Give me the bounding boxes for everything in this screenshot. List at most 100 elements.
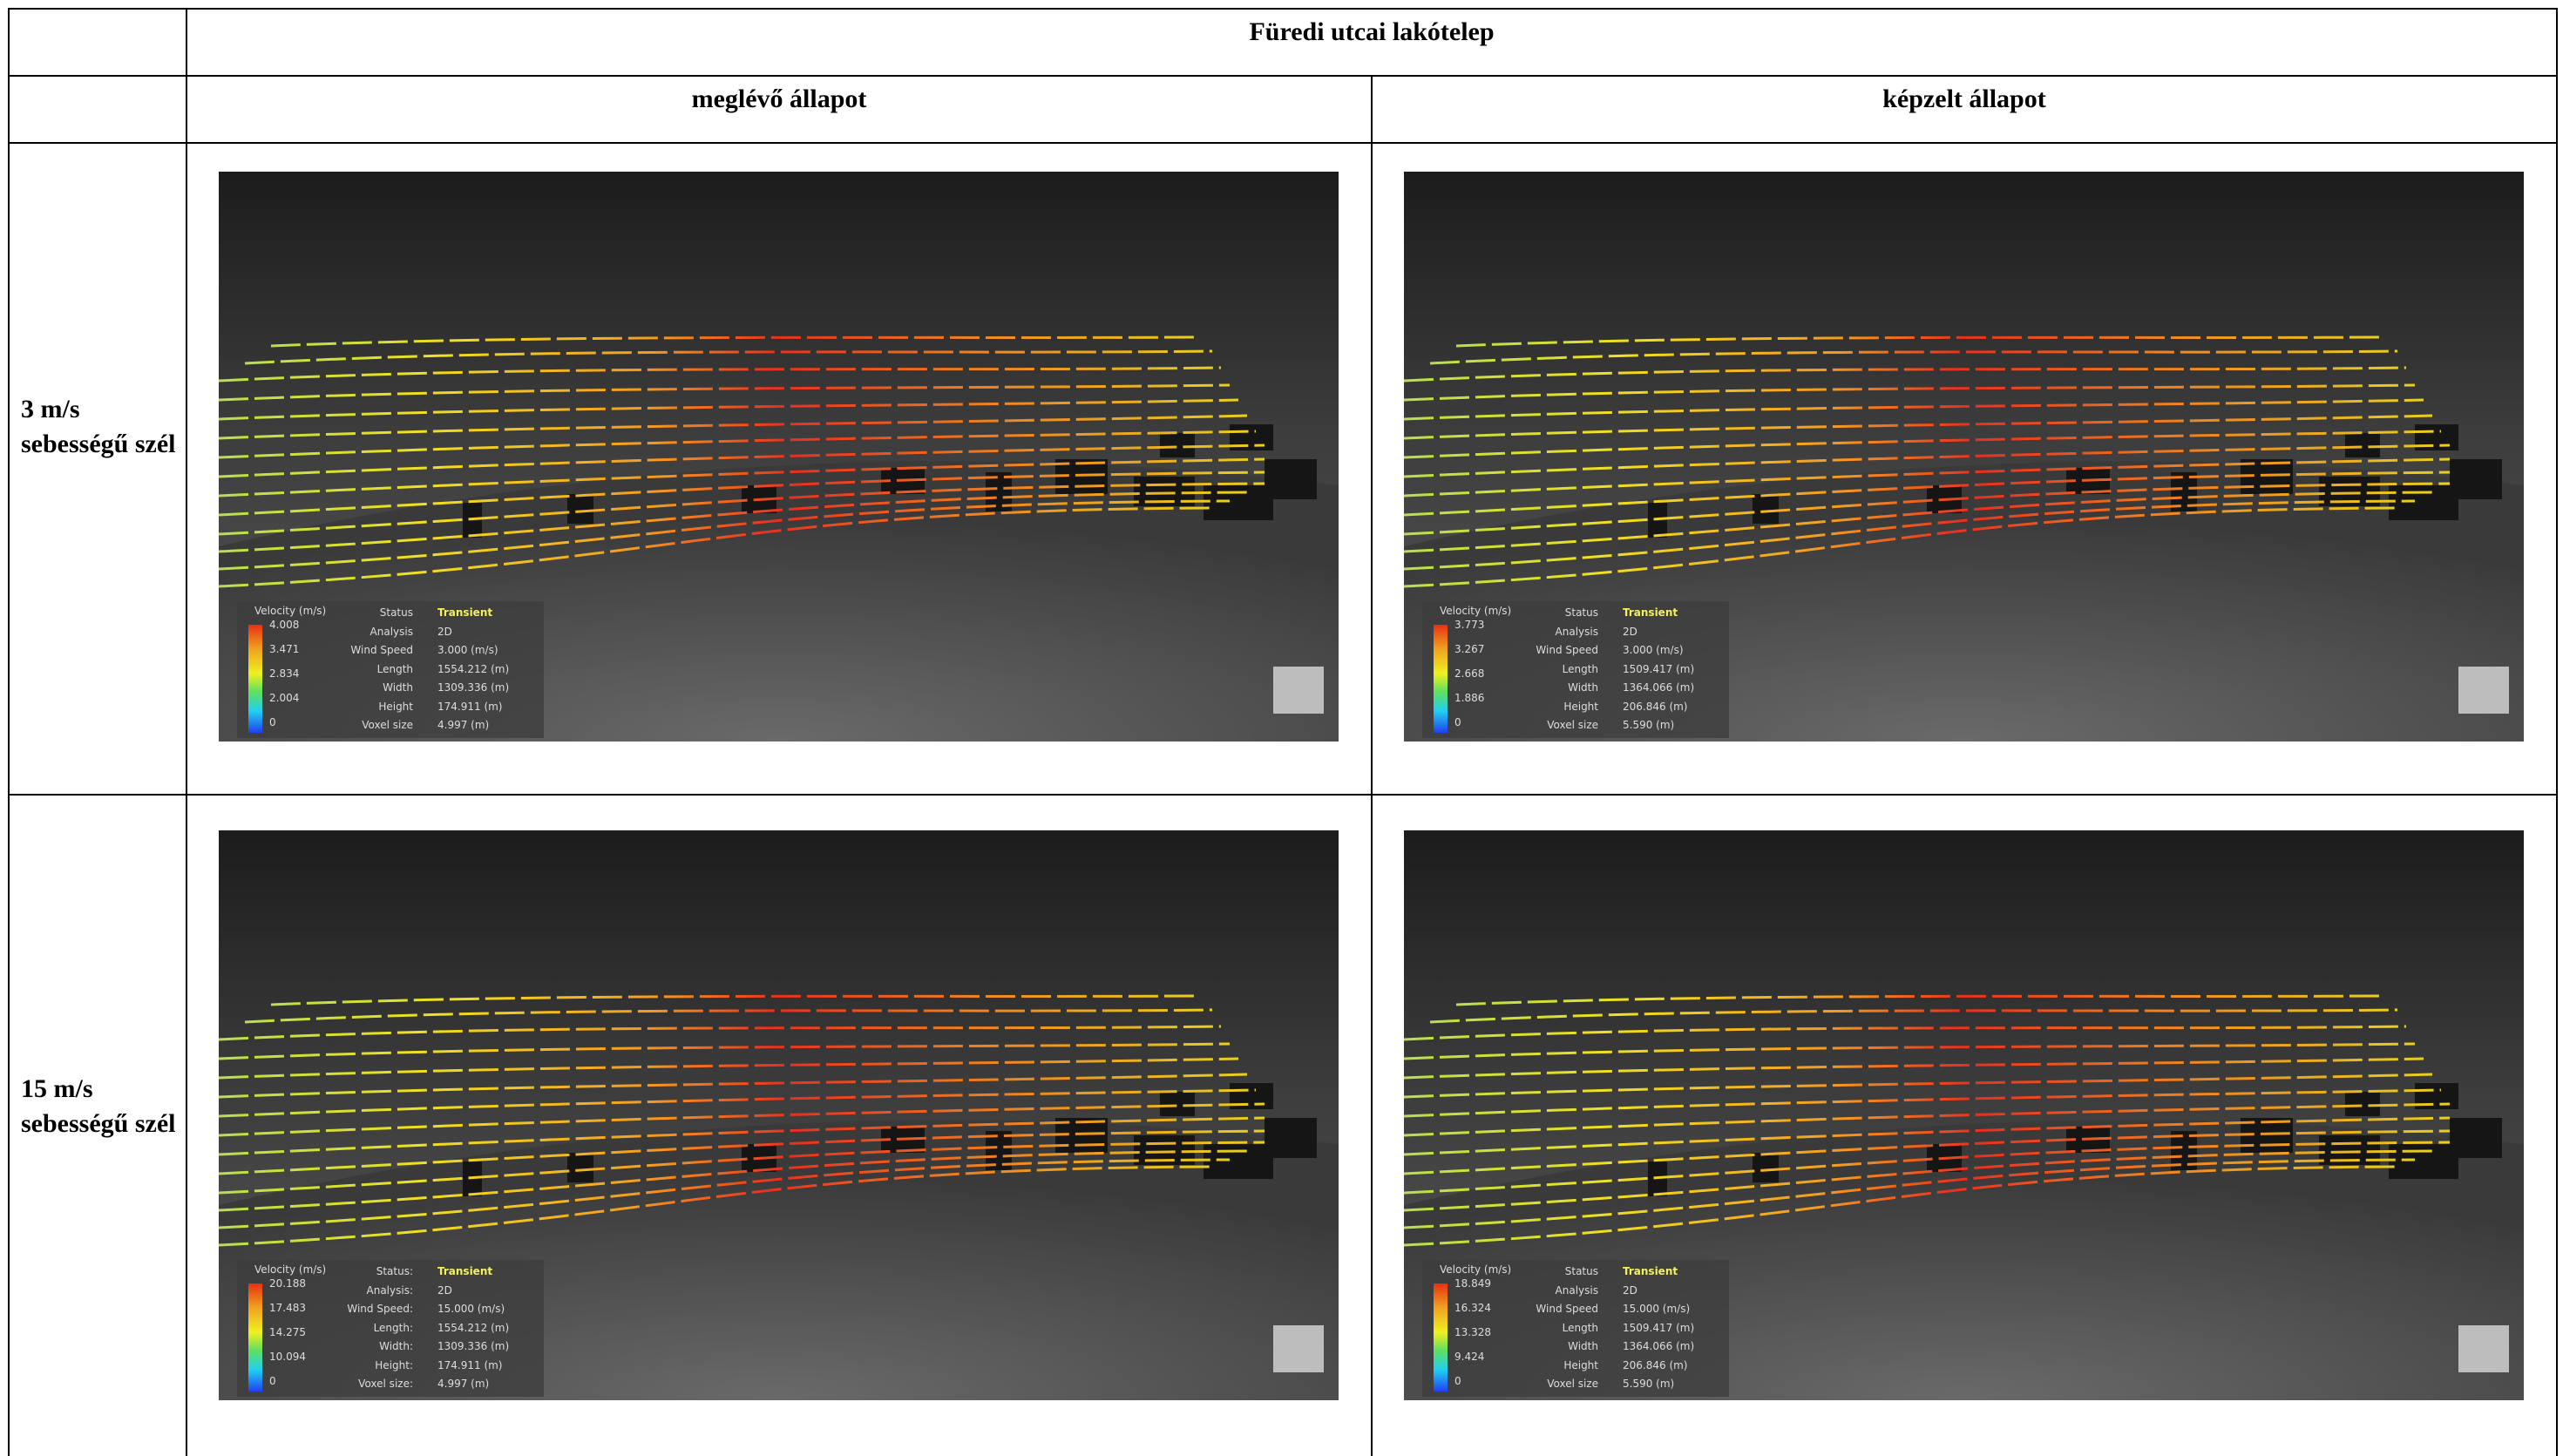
property-name: Wind Speed: — [347, 1303, 413, 1315]
color-bar — [248, 625, 262, 733]
color-bar — [1434, 625, 1448, 733]
property-value: 4.997 (m) — [437, 719, 489, 731]
property-value: 2D — [1623, 626, 1637, 638]
row-label: 3 m/s sebességű szél — [21, 392, 178, 462]
property-name: Height — [378, 701, 413, 713]
rule — [2556, 8, 2558, 1456]
scale-label: 2.004 — [269, 692, 299, 704]
scale-label: 2.834 — [269, 667, 299, 680]
scale-label: 18.849 — [1454, 1277, 1491, 1290]
property-name: Length: — [374, 1322, 413, 1334]
property-name: Analysis — [1556, 626, 1598, 638]
rule — [8, 142, 2558, 144]
property-name: Length — [1563, 663, 1598, 675]
property-name: Wind Speed — [1536, 1303, 1598, 1315]
color-bar — [248, 1283, 262, 1392]
column-header: meglévő állapot — [187, 86, 1371, 112]
property-name: Length — [377, 663, 413, 675]
scale-label: 16.324 — [1454, 1302, 1491, 1314]
property-value: 1364.066 (m) — [1623, 1340, 1694, 1352]
property-name: Wind Speed — [350, 644, 413, 656]
color-bar — [1434, 1283, 1448, 1392]
scale-label: 13.328 — [1454, 1326, 1491, 1338]
property-value: 2D — [1623, 1284, 1637, 1297]
legend: Velocity (m/s) 4.008 3.471 2.834 2.004 0 Statu… — [237, 601, 544, 738]
legend-title: Velocity (m/s) — [254, 1263, 326, 1276]
property-value: 15.000 (m/s) — [1623, 1303, 1690, 1315]
legend-title: Velocity (m/s) — [1440, 1263, 1511, 1276]
property-name: Height: — [375, 1359, 413, 1371]
property-value: Transient — [1623, 606, 1678, 619]
table-title: Füredi utcai lakótelep — [187, 19, 2556, 45]
property-value: 15.000 (m/s) — [437, 1303, 505, 1315]
row-label: 15 m/s sebességű szél — [21, 1072, 178, 1141]
scale-label: 9.424 — [1454, 1351, 1484, 1363]
property-value: Transient — [1623, 1265, 1678, 1277]
property-value: 3.000 (m/s) — [1623, 644, 1684, 656]
property-name: Height — [1563, 701, 1598, 713]
property-name: Voxel size: — [358, 1378, 413, 1390]
scale-label: 20.188 — [269, 1277, 306, 1290]
scale-label: 3.471 — [269, 643, 299, 655]
property-name: Width — [1568, 681, 1598, 694]
property-name: Status — [1565, 1265, 1598, 1277]
property-name: Width — [1568, 1340, 1598, 1352]
property-value: 3.000 (m/s) — [437, 644, 498, 656]
property-value: 1309.336 (m) — [437, 1340, 509, 1352]
rule — [8, 8, 2558, 10]
scale-label: 17.483 — [269, 1302, 306, 1314]
property-name: Height — [1563, 1359, 1598, 1371]
simulation-image: Velocity (m/s)18.849 16.324 13.328 9.424 0 St… — [1404, 830, 2524, 1400]
scale-label: 14.275 — [269, 1326, 306, 1338]
legend-title: Velocity (m/s) — [1440, 605, 1511, 617]
legend: Velocity (m/s)18.849 16.324 13.328 9.424 0 St… — [1422, 1260, 1729, 1397]
property-value: 2D — [437, 1284, 452, 1297]
property-value: 1509.417 (m) — [1623, 663, 1694, 675]
property-name: Voxel size — [1547, 719, 1598, 731]
property-name: Wind Speed — [1536, 644, 1598, 656]
scale-label: 10.094 — [269, 1351, 306, 1363]
property-value: 206.846 (m) — [1623, 1359, 1688, 1371]
property-value: Transient — [437, 1265, 492, 1277]
property-value: 4.997 (m) — [437, 1378, 489, 1390]
rule — [8, 75, 2558, 77]
rule — [1371, 75, 1373, 1456]
property-value: 174.911 (m) — [437, 1359, 503, 1371]
simulation-image: Velocity (m/s) 4.008 3.471 2.834 2.004 0 Statu… — [219, 172, 1339, 742]
scale-label: 3.773 — [1454, 619, 1484, 631]
rule — [8, 8, 10, 1456]
column-header: képzelt állapot — [1373, 86, 2556, 112]
scale-label: 4.008 — [269, 619, 299, 631]
property-name: Width — [383, 681, 413, 694]
property-value: 5.590 (m) — [1623, 719, 1674, 731]
scale-label: 0 — [1454, 716, 1461, 728]
scale-label: 2.668 — [1454, 667, 1484, 680]
property-name: Status — [1565, 606, 1598, 619]
property-value: 1309.336 (m) — [437, 681, 509, 694]
scale-label: 0 — [1454, 1375, 1461, 1387]
property-name: Analysis — [370, 626, 413, 638]
property-value: 174.911 (m) — [437, 701, 503, 713]
scale-label: 3.267 — [1454, 643, 1484, 655]
legend-title: Velocity (m/s) — [254, 605, 326, 617]
scale-label: 0 — [269, 716, 276, 728]
rule — [8, 794, 2558, 796]
property-value: 1364.066 (m) — [1623, 681, 1694, 694]
property-name: Width: — [379, 1340, 413, 1352]
property-name: Voxel size — [1547, 1378, 1598, 1390]
property-name: Length — [1563, 1322, 1598, 1334]
property-value: 206.846 (m) — [1623, 701, 1688, 713]
property-value: 2D — [437, 626, 452, 638]
property-name: Status — [380, 606, 413, 619]
scale-label: 0 — [269, 1375, 276, 1387]
property-value: 1554.212 (m) — [437, 663, 509, 675]
page: Füredi utcai lakótelep meglévő állapot k… — [0, 0, 2563, 1456]
property-value: 1554.212 (m) — [437, 1322, 509, 1334]
property-value: 1509.417 (m) — [1623, 1322, 1694, 1334]
property-name: Analysis — [1556, 1284, 1598, 1297]
property-name: Voxel size — [362, 719, 413, 731]
